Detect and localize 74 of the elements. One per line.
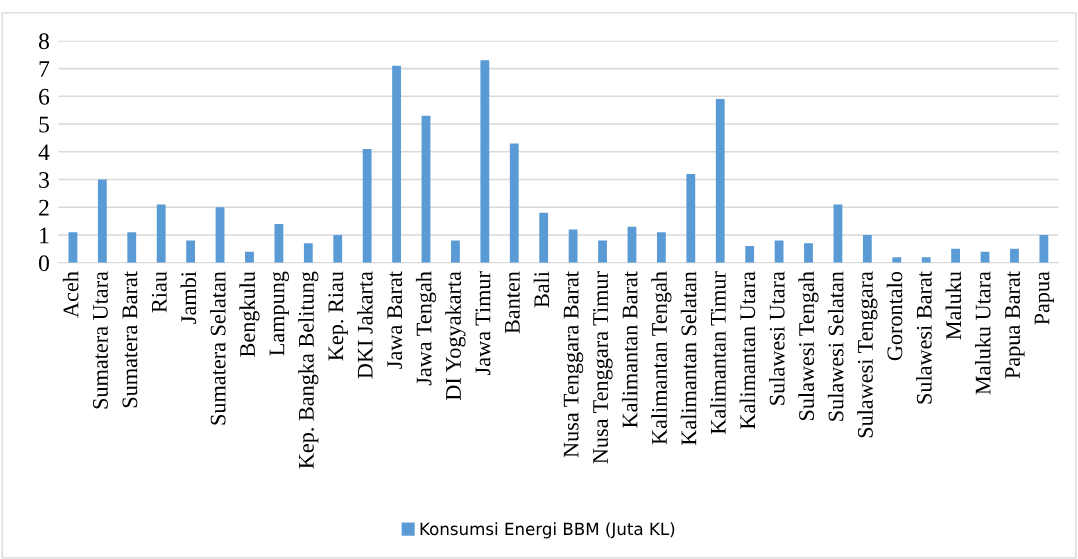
x-tick-label: Maluku Utara	[974, 271, 991, 395]
bar	[97, 179, 107, 263]
y-tick-label: 0	[38, 255, 49, 272]
x-tick-label: Sulawesi Barat	[916, 271, 932, 404]
bar	[921, 257, 931, 263]
x-tick-label: Sulawesi Tenggara	[857, 271, 878, 438]
y-tick-label: 5	[39, 116, 49, 133]
x-tick-label: Kalimantan Barat	[621, 271, 638, 428]
x-tick-label: Banten	[505, 271, 520, 334]
x-tick-label: Sumatera Selatan	[209, 271, 226, 425]
bar	[451, 240, 460, 263]
bar	[892, 257, 902, 263]
bar	[1039, 234, 1049, 263]
x-tick-label: Sulawesi Utara	[769, 271, 785, 405]
bar	[303, 243, 313, 263]
x-tick-label: Sumatera Barat	[122, 271, 138, 408]
bar	[951, 248, 961, 263]
bar	[568, 229, 578, 263]
bar	[362, 148, 372, 263]
x-tick-label: Jawa Barat	[387, 271, 403, 369]
x-tick-label: DI Yogyakarta	[445, 271, 466, 401]
x-tick-label: Jambi	[180, 271, 197, 324]
bar	[333, 234, 343, 263]
bar	[715, 99, 725, 263]
y-tick-label: 4	[38, 144, 50, 160]
x-tick-label: Lampung	[269, 271, 289, 356]
x-tick-label: Kep. Riau	[328, 271, 348, 361]
x-tick-label: Riau	[151, 271, 167, 313]
bar	[509, 143, 519, 263]
bar	[833, 204, 843, 263]
x-tick-label: Bali	[533, 271, 550, 308]
bar	[686, 173, 696, 263]
bar	[1010, 248, 1019, 263]
bar	[156, 204, 166, 263]
x-tick-label: Maluku	[945, 271, 962, 340]
bar	[745, 246, 755, 263]
bar	[421, 115, 431, 263]
x-tick-label: DKI Jakarta	[357, 271, 373, 379]
x-tick-label: Sumatera Utara	[92, 271, 108, 409]
bar	[127, 232, 137, 263]
bar	[245, 251, 254, 263]
y-tick-label: 8	[38, 33, 49, 50]
x-tick-label: Aceh	[62, 271, 79, 318]
bar	[274, 223, 284, 263]
y-tick-label: 1	[40, 227, 49, 244]
x-tick-label: Papua	[1034, 271, 1054, 325]
x-tick-label: Gorontalo	[886, 271, 903, 361]
bar	[539, 212, 549, 263]
bar	[598, 240, 607, 263]
x-tick-label: Sulawesi Selatan	[827, 271, 844, 421]
x-tick-label: Kep. Bangka Belitung	[298, 271, 319, 469]
bar	[186, 240, 196, 263]
bar	[392, 65, 401, 263]
x-tick-label: Jawa Tengah	[415, 271, 437, 386]
x-tick-label: Nusa Tenggara Barat	[563, 271, 584, 458]
bar	[480, 60, 490, 263]
x-tick-label: Bengkulu	[239, 271, 260, 357]
y-tick-label: 6	[39, 88, 50, 105]
y-tick-label: 3	[39, 172, 49, 188]
x-tick-label: Jawa Timur	[475, 271, 491, 375]
bar	[215, 207, 225, 263]
x-tick-label: Kalimantan Tengah	[651, 271, 672, 445]
bar	[804, 243, 813, 263]
x-tick-label: Kalimantan Timur	[710, 271, 726, 435]
y-tick-label: 2	[39, 199, 49, 216]
x-tick-label: Kalimantan Utara	[739, 271, 756, 429]
x-tick-label: Kalimantan Selatan	[680, 271, 697, 446]
y-tick-label: 7	[39, 61, 50, 77]
bar	[862, 234, 872, 263]
x-tick-label: Papua Barat	[1005, 271, 1025, 379]
legend-label: Konsumsi Energi BBM (Juta KL)	[420, 522, 675, 539]
x-tick-label: Nusa Tenggara Timur	[593, 271, 613, 464]
x-tick-label: Sulawesi Tengah	[798, 271, 819, 421]
bar	[656, 232, 666, 263]
